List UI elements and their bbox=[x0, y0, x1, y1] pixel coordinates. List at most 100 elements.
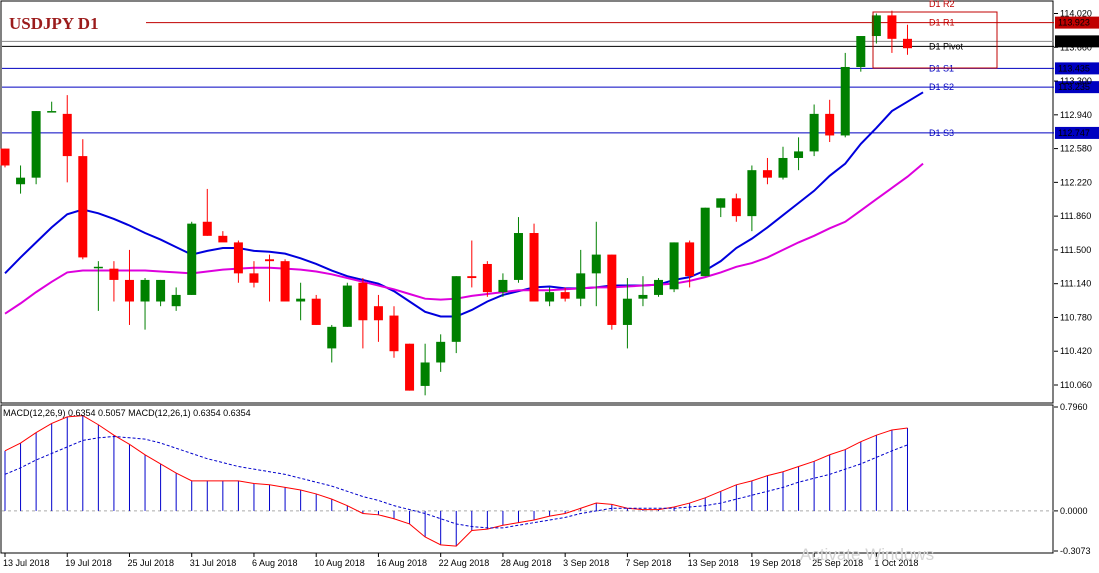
candle-body bbox=[389, 315, 399, 352]
pivot-value-label: 113.235 bbox=[1058, 82, 1090, 92]
candle-body bbox=[607, 254, 617, 325]
candle-body bbox=[902, 38, 912, 49]
candle bbox=[109, 261, 119, 302]
candle bbox=[607, 254, 617, 330]
candle-body bbox=[778, 157, 788, 178]
candle bbox=[389, 306, 399, 358]
axes: 114.020 113.660 113.300 112.940 112.580 112.2… bbox=[3, 9, 1092, 568]
macd-panel-frame bbox=[0, 404, 1054, 554]
candle-body bbox=[560, 292, 570, 299]
candle bbox=[373, 294, 383, 342]
candle-body bbox=[436, 341, 446, 363]
pivot-value-box bbox=[1055, 126, 1099, 139]
candle-body bbox=[202, 221, 212, 236]
candle-body bbox=[887, 15, 897, 39]
candle bbox=[311, 294, 321, 325]
candle-body bbox=[685, 242, 695, 277]
pivot-value-label: 112.747 bbox=[1058, 128, 1090, 138]
x-tick-label: 13 Jul 2018 bbox=[3, 558, 50, 568]
y-tick-label: 113.300 bbox=[1060, 76, 1092, 86]
candle-body bbox=[731, 198, 741, 217]
candle-body bbox=[171, 294, 181, 307]
candle-body bbox=[358, 282, 368, 321]
candle-body bbox=[31, 111, 41, 178]
macd-title: MACD(12,26,9) 0.6354 0.5057 MACD(12,26,1… bbox=[3, 408, 251, 418]
candle bbox=[871, 13, 881, 44]
candle-body bbox=[576, 273, 586, 299]
candle bbox=[654, 278, 664, 297]
candle-body bbox=[747, 170, 757, 217]
candle-body bbox=[451, 276, 461, 342]
candle bbox=[778, 146, 788, 180]
x-tick-label: 25 Sep 2018 bbox=[812, 558, 863, 568]
candle-body bbox=[669, 242, 679, 290]
candle bbox=[545, 287, 555, 307]
candle-body bbox=[762, 170, 772, 178]
pivot-value-label: 113.435 bbox=[1058, 63, 1090, 73]
candle bbox=[140, 278, 150, 330]
candle-body bbox=[840, 66, 850, 136]
candle bbox=[0, 148, 10, 168]
candle bbox=[794, 137, 804, 171]
candle-body bbox=[218, 235, 228, 243]
candle bbox=[576, 249, 586, 307]
y-tick-label: 110.780 bbox=[1060, 312, 1092, 322]
current-price-box bbox=[1055, 35, 1099, 48]
candle bbox=[296, 282, 306, 321]
candle-body bbox=[654, 279, 664, 295]
x-tick-label: 19 Jul 2018 bbox=[65, 558, 112, 568]
candle-body bbox=[327, 326, 337, 349]
candle-body bbox=[809, 113, 819, 152]
candle bbox=[467, 240, 477, 288]
pivot-label: D1 Pivot bbox=[929, 41, 964, 51]
candle bbox=[47, 101, 57, 113]
candle bbox=[265, 254, 275, 302]
candle-body bbox=[825, 113, 835, 136]
moving-average-line bbox=[4, 162, 924, 315]
candle-body bbox=[482, 263, 492, 293]
candle bbox=[529, 223, 539, 302]
candle bbox=[280, 259, 290, 302]
candle bbox=[124, 249, 134, 325]
x-tick-label: 7 Sep 2018 bbox=[625, 558, 671, 568]
candle bbox=[62, 95, 72, 183]
candle bbox=[187, 221, 197, 295]
candle bbox=[762, 157, 772, 185]
candle-body bbox=[311, 298, 321, 325]
macd-tick-label: 0.0000 bbox=[1060, 506, 1088, 516]
candle bbox=[405, 343, 415, 391]
candle-body bbox=[638, 294, 648, 299]
y-tick-label: 112.940 bbox=[1060, 110, 1092, 120]
candle-body bbox=[0, 148, 10, 166]
candle-body bbox=[591, 254, 601, 274]
moving-average-line bbox=[4, 91, 924, 318]
candle bbox=[498, 273, 508, 297]
candle bbox=[420, 343, 430, 396]
x-tick-label: 25 Jul 2018 bbox=[127, 558, 174, 568]
pivot-zone-box bbox=[872, 11, 998, 69]
candle-body bbox=[47, 111, 57, 113]
candle bbox=[78, 139, 88, 260]
x-tick-label: 16 Aug 2018 bbox=[376, 558, 427, 568]
candle-body bbox=[16, 177, 26, 185]
candle bbox=[840, 52, 850, 138]
candle bbox=[358, 278, 368, 349]
candle bbox=[669, 242, 679, 293]
macd-indicator bbox=[2, 415, 1054, 547]
y-tick-label: 112.220 bbox=[1060, 177, 1092, 187]
candle bbox=[218, 231, 228, 243]
candle bbox=[638, 276, 648, 307]
candle-body bbox=[280, 261, 290, 302]
candle-body bbox=[78, 156, 88, 258]
x-tick-label: 10 Aug 2018 bbox=[314, 558, 365, 568]
candle-body bbox=[405, 343, 415, 391]
macd-signal-line bbox=[4, 435, 908, 529]
candle-body bbox=[124, 279, 134, 302]
macd-tick-label: 0.7960 bbox=[1060, 402, 1088, 412]
candle-body bbox=[342, 285, 352, 327]
price-panel-frame bbox=[0, 0, 1054, 404]
pivot-label: D1 R1 bbox=[929, 18, 955, 28]
pivot-value-label: 113.923 bbox=[1058, 18, 1090, 28]
candle bbox=[902, 24, 912, 55]
